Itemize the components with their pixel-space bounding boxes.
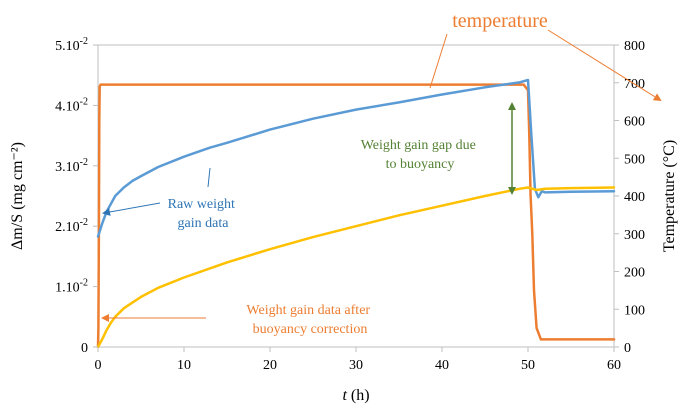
y-tick-base: 0 <box>81 341 88 356</box>
y-axis-label: Δm/S (mg cm⁻²) <box>9 142 26 250</box>
x-tick-label: 30 <box>349 358 363 373</box>
annotation-raw-weight-line1: Raw weight <box>168 197 235 212</box>
annotation-raw-weight-label: Raw weight gain data <box>168 197 239 231</box>
annotation-temperature-leader-left <box>429 33 448 89</box>
y2-tick-label: 500 <box>624 152 645 167</box>
y-tick-exp: -2 <box>80 157 88 168</box>
y-tick-label: 0 <box>81 341 88 356</box>
y2-tick-label: 0 <box>624 341 631 356</box>
x-tick-label: 50 <box>521 358 535 373</box>
annotation-gap-label: Weight gain gap due to buoyancy <box>361 138 480 172</box>
annotation-corrected-line2: buoyancy correction <box>253 322 368 337</box>
annotation-gap-line1: Weight gain gap due <box>361 138 476 153</box>
y2-tick-label: 100 <box>624 303 645 318</box>
y-tick-exp: -2 <box>80 217 88 228</box>
annotation-corrected-label: Weight gain data after buoyancy correcti… <box>246 303 373 337</box>
x-tick-label: 20 <box>263 358 277 373</box>
y-tick-label: 4.10-2 <box>55 96 88 114</box>
annotation-raw-weight-arrow <box>102 202 161 216</box>
annotation-temperature-leader-right <box>547 29 662 102</box>
y-tick-label: 1.10-2 <box>55 278 88 296</box>
x-tick-label: 60 <box>607 358 621 373</box>
y-tick-base: 3.10 <box>55 160 80 175</box>
y2-tick-label: 400 <box>624 190 645 205</box>
y-tick-base: 2.10 <box>55 220 80 235</box>
y-tick-base: 4.10 <box>55 99 80 114</box>
y2-tick-label: 800 <box>624 39 645 54</box>
annotation-gap: Weight gain gap due to buoyancy <box>361 102 516 195</box>
x-tick-label: 40 <box>435 358 449 373</box>
y-tick-exp: -2 <box>80 96 88 107</box>
annotation-raw-weight-line2: gain data <box>178 216 230 231</box>
x-axis-label: t (h) <box>342 387 369 404</box>
y2-axis-label: Temperature (°C) <box>661 140 678 252</box>
axis-layer: 0 10 20 30 40 50 6001.10-22.10-23.10-24.10-25.… <box>55 36 645 373</box>
y-tick-base: 5.10 <box>55 39 80 54</box>
y2-tick-label: 300 <box>624 228 645 243</box>
annotation-raw-weight-leader <box>207 167 211 188</box>
series-layer <box>96 78 616 349</box>
annotation-corrected-line1: Weight gain data after <box>246 303 370 318</box>
y-tick-label: 2.10-2 <box>55 217 88 235</box>
annotation-temperature-label: temperature <box>452 10 548 32</box>
annotation-corrected: Weight gain data after buoyancy correcti… <box>101 303 373 337</box>
annotation-gap-line2: to buoyancy <box>386 157 455 172</box>
annotation-temperature: temperature <box>429 10 662 102</box>
y-tick-label: 5.10-2 <box>55 36 88 54</box>
y-tick-exp: -2 <box>80 278 88 289</box>
y-tick-exp: -2 <box>80 36 88 47</box>
y2-tick-label: 600 <box>624 115 645 130</box>
series-line-0 <box>96 83 616 349</box>
x-axis-label-unit: (h) <box>347 387 370 404</box>
series-line-1 <box>96 78 616 238</box>
series-line-2 <box>96 186 616 349</box>
x-tick-label: 10 <box>177 358 191 373</box>
y-tick-label: 3.10-2 <box>55 157 88 175</box>
x-tick-label: 0 <box>95 358 102 373</box>
x-axis-label-italic: t <box>342 387 347 404</box>
y-tick-base: 1.10 <box>55 281 80 296</box>
annotation-raw-weight: Raw weight gain data <box>102 167 239 231</box>
y2-tick-label: 200 <box>624 266 645 281</box>
